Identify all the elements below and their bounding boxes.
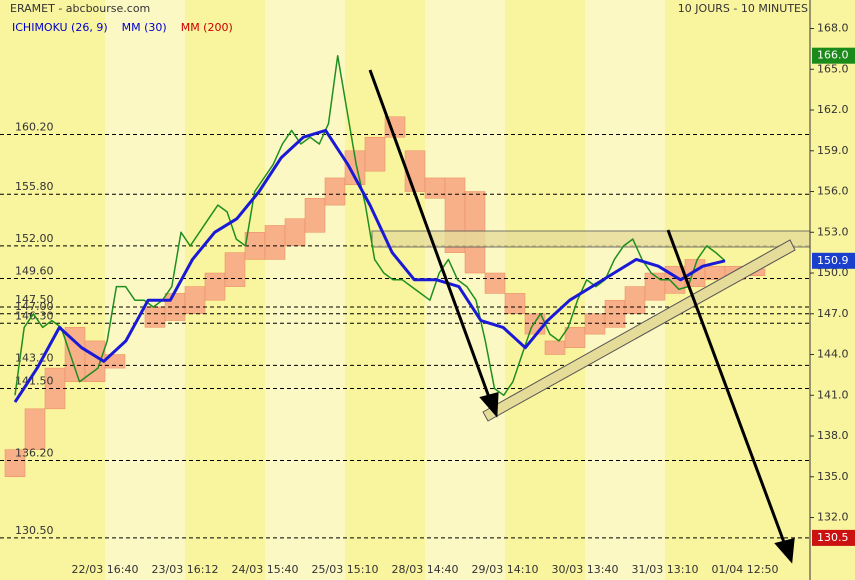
cloud-segment — [484, 272, 506, 294]
price-marker — [812, 47, 855, 64]
level-label: 130.50 — [15, 524, 54, 537]
cloud-segment — [24, 408, 46, 450]
cloud-segment — [204, 272, 226, 301]
cloud-segment — [364, 136, 386, 172]
legend: ICHIMOKU (26, 9) MM (30) MM (200) — [12, 21, 233, 34]
level-label: 160.20 — [15, 120, 54, 133]
x-tick-label: 25/03 15:10 — [312, 563, 379, 576]
y-tick-label: 153.0 — [817, 225, 849, 238]
chart-title: ERAMET - abcbourse.com — [10, 2, 150, 15]
arrow-head — [479, 392, 499, 418]
cloud-segment — [304, 198, 326, 233]
y-tick-label: 147.0 — [817, 307, 849, 320]
y-axis-area — [810, 0, 855, 580]
day-band — [105, 0, 185, 580]
price-marker-label: 150.9 — [817, 254, 849, 267]
y-tick-label: 141.0 — [817, 388, 849, 401]
cloud-segment — [144, 306, 166, 328]
cloud-segment — [224, 252, 246, 287]
arrows — [368, 69, 795, 564]
y-tick-label: 135.0 — [817, 470, 849, 483]
level-label: 141.50 — [15, 374, 54, 387]
cloud-segment — [644, 272, 666, 301]
y-tick-label: 168.0 — [817, 22, 849, 35]
level-label: 147.50 — [15, 293, 54, 306]
arrow — [368, 69, 492, 401]
legend-entry: MM (30) — [122, 21, 167, 34]
cloud-segment — [624, 286, 646, 315]
cloud-segment — [184, 286, 206, 315]
cloud-segment — [4, 449, 26, 478]
x-tick-label: 22/03 16:40 — [72, 563, 139, 576]
cloud-segment — [284, 218, 306, 247]
y-tick-label: 150.0 — [817, 266, 849, 279]
level-label: 147.00 — [15, 300, 54, 313]
level-label: 152.00 — [15, 232, 54, 245]
x-tick-label: 29/03 14:10 — [472, 563, 539, 576]
chart-subtitle: 10 JOURS - 10 MINUTES — [678, 2, 808, 15]
y-axis: 132.0 135.0 138.0 141.0 144.0 147.0 150.0 153.0… — [809, 0, 855, 580]
cloud-segment — [584, 313, 606, 335]
y-tick-label: 132.0 — [817, 511, 849, 524]
price-marker-label: 166.0 — [817, 49, 849, 62]
x-axis: 22/03 16:40 23/03 16:12 24/03 15:40 25/03 1… — [72, 563, 779, 576]
cloud-segment — [264, 225, 286, 260]
x-tick-label: 01/04 12:50 — [712, 563, 779, 576]
level-label: 149.60 — [15, 264, 54, 277]
cloud-segment — [544, 340, 566, 355]
price-marker-label: 130.5 — [817, 531, 849, 544]
y-tick-label: 156.0 — [817, 185, 849, 198]
y-tick-label: 159.0 — [817, 144, 849, 157]
mm30-line — [13, 128, 726, 403]
x-tick-label: 24/03 15:40 — [232, 563, 299, 576]
y-tick-label: 138.0 — [817, 429, 849, 442]
level-label: 155.80 — [15, 180, 54, 193]
level-label: 136.20 — [15, 446, 54, 459]
cloud-segment — [604, 299, 626, 328]
x-tick-label: 28/03 14:40 — [392, 563, 459, 576]
y-tick-label: 162.0 — [817, 103, 849, 116]
arrow-head — [774, 538, 795, 564]
cloud-segment — [504, 293, 526, 315]
legend-entry: ICHIMOKU (26, 9) — [12, 21, 108, 34]
support-channel — [482, 239, 796, 422]
y-tick-label: 144.0 — [817, 348, 849, 361]
resistance-zone — [371, 230, 811, 248]
y-tick-label: 165.0 — [817, 62, 849, 75]
cloud-segment — [424, 177, 446, 199]
cloud-segment — [564, 327, 586, 348]
cloud-segment — [324, 177, 346, 206]
series — [13, 54, 726, 403]
x-tick-label: 31/03 13:10 — [632, 563, 699, 576]
price-marker — [812, 252, 855, 269]
legend-entry: MM (200) — [181, 21, 233, 34]
x-tick-label: 23/03 16:12 — [152, 563, 219, 576]
x-tick-label: 30/03 13:40 — [552, 563, 619, 576]
price-marker — [812, 529, 855, 546]
arrow — [666, 229, 787, 546]
